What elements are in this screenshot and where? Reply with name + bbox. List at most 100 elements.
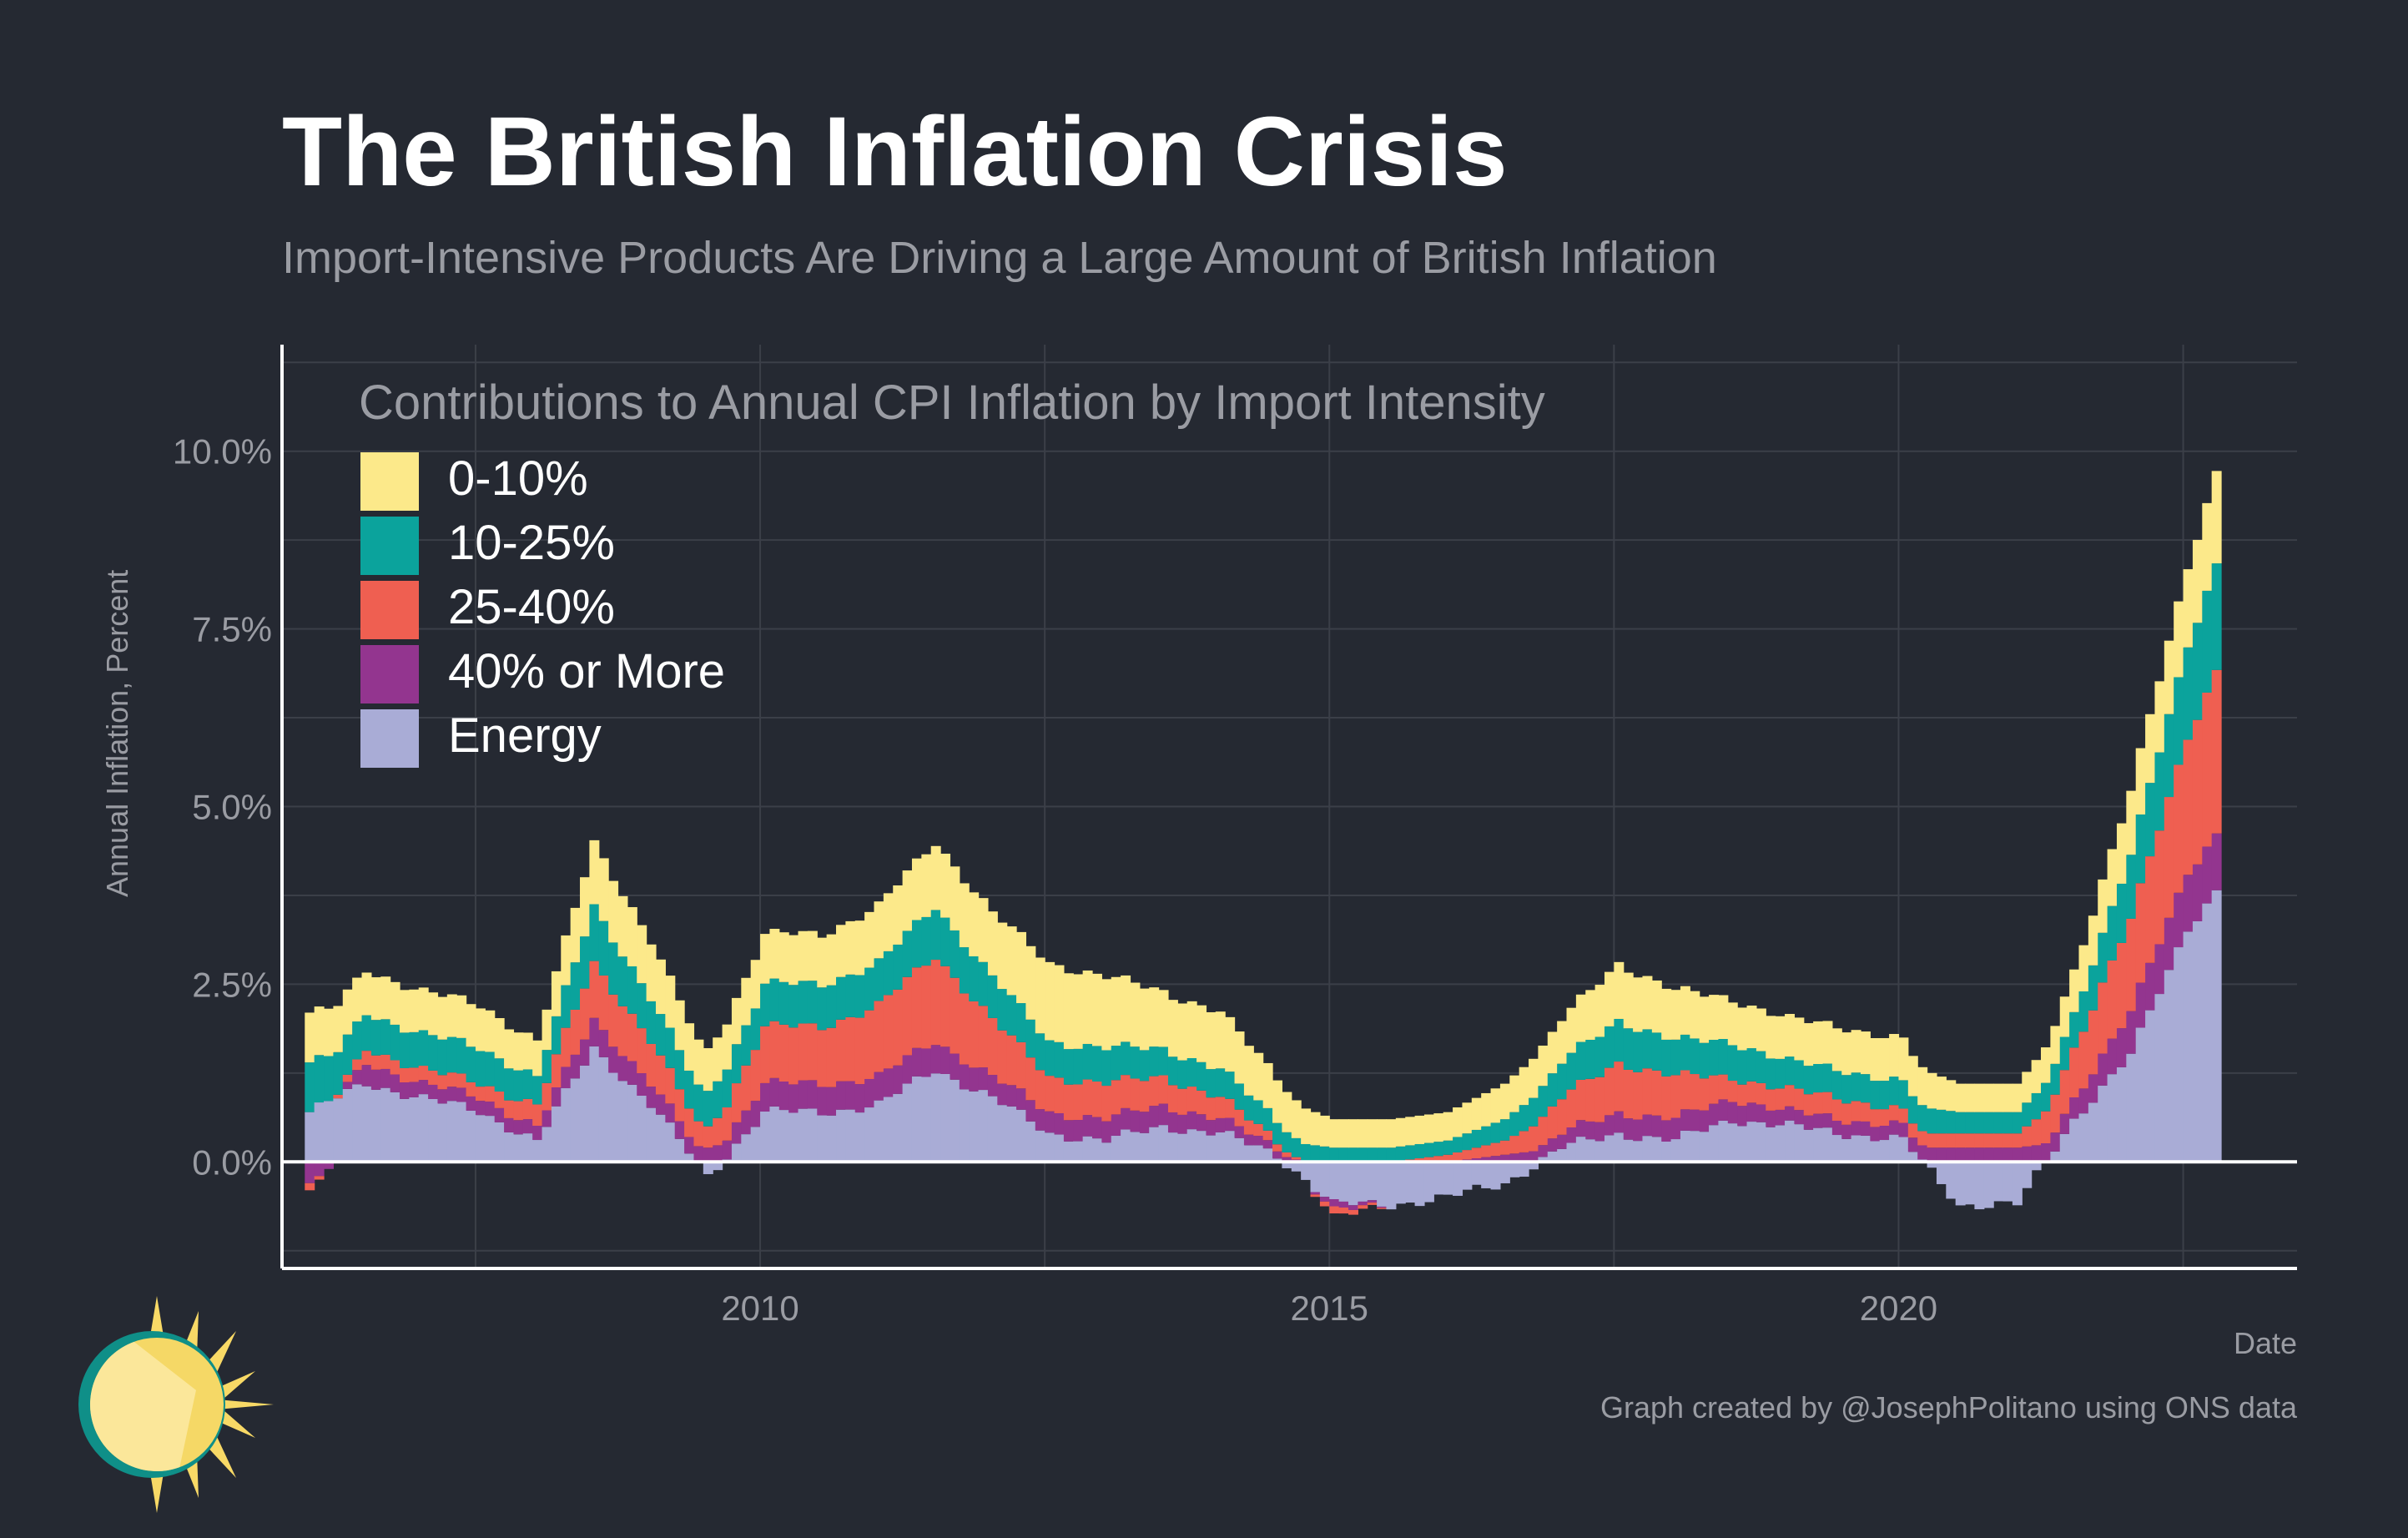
bar-segment-40-or-more — [826, 1087, 837, 1116]
bar-segment-10-25- — [845, 974, 856, 1017]
bar-segment-energy — [798, 1108, 809, 1162]
bar-segment-10-25- — [1101, 1050, 1112, 1087]
bar-segment-25-40- — [2002, 1133, 2013, 1148]
bar-segment-40-or-more — [1974, 1147, 1985, 1162]
bar-segment-energy — [1462, 1162, 1473, 1190]
bar-segment-energy — [2069, 1118, 2080, 1162]
bar-segment-energy — [826, 1115, 837, 1162]
bar-segment-25-40- — [2174, 764, 2184, 893]
bar-segment-energy — [978, 1090, 989, 1162]
bar-segment-25-40- — [1860, 1102, 1871, 1122]
bar-segment-40-or-more — [305, 1162, 315, 1183]
bar-segment-energy — [1870, 1141, 1881, 1162]
bar-segment-25-40- — [1121, 1075, 1131, 1108]
bar-segment-10-25- — [1423, 1142, 1434, 1157]
bar-segment-40-or-more — [399, 1082, 410, 1099]
bar-segment-25-40- — [532, 1104, 543, 1126]
bar-segment-10-25- — [418, 1030, 429, 1067]
bar-segment-25-40- — [1423, 1157, 1434, 1162]
bar-segment-0-10- — [2069, 969, 2080, 1012]
bar-segment-energy — [1443, 1162, 1453, 1195]
bar-segment-energy — [987, 1096, 998, 1162]
bar-segment-0-10- — [902, 870, 913, 931]
bar-segment-25-40- — [2022, 1126, 2033, 1147]
bar-segment-10-25- — [1813, 1064, 1824, 1093]
y-tick-label: 7.5% — [192, 610, 272, 649]
x-axis-label: Date — [2234, 1326, 2297, 1360]
bar-segment-10-25- — [1338, 1147, 1349, 1162]
bar-segment-10-25- — [2098, 932, 2108, 983]
bar-segment-10-25- — [1377, 1147, 1388, 1162]
bar-segment-25-40- — [1082, 1079, 1093, 1116]
bar-segment-energy — [940, 1073, 951, 1162]
bar-segment-0-10- — [703, 1048, 713, 1092]
bar-segment-energy — [1965, 1162, 1976, 1205]
legend-label: 0-10% — [448, 451, 588, 506]
bar-segment-25-40- — [1699, 1078, 1710, 1111]
bar-segment-0-10- — [1756, 1008, 1766, 1051]
bar-segment-0-10- — [2088, 915, 2098, 966]
bar-segment-40-or-more — [1073, 1120, 1084, 1142]
bar-segment-10-25- — [2002, 1112, 2013, 1134]
bar-segment-40-or-more — [2041, 1143, 2051, 1162]
bar-segment-0-10- — [456, 995, 467, 1038]
bar-segment-10-25- — [893, 944, 904, 990]
bar-segment-0-10- — [1566, 1007, 1577, 1053]
bar-segment-energy — [1822, 1127, 1833, 1162]
bar-segment-energy — [703, 1162, 713, 1174]
bar-segment-40-or-more — [1680, 1109, 1690, 1131]
bar-segment-25-40- — [2098, 982, 2108, 1054]
bar-segment-energy — [1746, 1122, 1757, 1162]
bar-segment-40-or-more — [2145, 962, 2156, 1011]
bar-segment-energy — [1111, 1135, 1121, 1162]
bar-segment-energy — [1253, 1145, 1264, 1162]
bar-segment-10-25- — [1633, 1031, 1644, 1072]
bar-segment-25-40- — [1453, 1152, 1463, 1161]
bar-segment-0-10- — [627, 907, 637, 966]
bar-segment-energy — [911, 1076, 922, 1162]
bar-segment-25-40- — [940, 966, 951, 1047]
bar-segment-0-10- — [940, 853, 951, 918]
bar-segment-10-25- — [1206, 1069, 1217, 1098]
bar-segment-energy — [1756, 1122, 1766, 1162]
bar-segment-0-10- — [1405, 1117, 1416, 1146]
bar-segment-energy — [1670, 1139, 1681, 1162]
bar-segment-10-25- — [1433, 1142, 1444, 1157]
bar-segment-25-40- — [1158, 1075, 1169, 1104]
bar-segment-10-25- — [1690, 1038, 1700, 1075]
bar-segment-10-25- — [2012, 1112, 2023, 1134]
bar-segment-0-10- — [2107, 849, 2118, 906]
bar-segment-40-or-more — [1766, 1110, 1776, 1127]
bar-segment-40-or-more — [807, 1080, 818, 1109]
bar-segment-10-25- — [370, 1020, 381, 1056]
bar-segment-10-25- — [2059, 1036, 2070, 1071]
bar-segment-10-25- — [2202, 590, 2213, 693]
legend: Contributions to Annual CPI Inflation by… — [359, 376, 1545, 768]
bar-segment-energy — [1045, 1132, 1055, 1162]
bar-segment-25-40- — [1329, 1206, 1340, 1214]
bar-segment-25-40- — [428, 1070, 439, 1085]
bar-segment-25-40- — [1775, 1088, 1786, 1110]
legend-swatch — [360, 709, 419, 768]
bar-segment-0-10- — [1851, 1030, 1861, 1073]
bar-segment-0-10- — [1633, 977, 1644, 1032]
bar-segment-0-10- — [750, 960, 761, 1009]
bar-segment-0-10- — [1282, 1092, 1292, 1132]
bar-segment-10-25- — [750, 1008, 761, 1051]
bar-segment-40-or-more — [1557, 1134, 1568, 1149]
bar-segment-10-25- — [940, 917, 951, 966]
bar-segment-40-or-more — [722, 1140, 733, 1160]
bar-segment-10-25- — [1490, 1122, 1501, 1143]
bar-segment-0-10- — [1727, 1002, 1738, 1046]
bar-segment-10-25- — [1851, 1072, 1861, 1102]
bar-segment-10-25- — [1879, 1081, 1890, 1110]
bar-segment-40-or-more — [1158, 1103, 1169, 1126]
bar-segment-40-or-more — [1879, 1126, 1890, 1141]
bar-segment-10-25- — [854, 975, 865, 1018]
bar-segment-energy — [1319, 1162, 1330, 1198]
bar-segment-0-10- — [1481, 1092, 1492, 1127]
bar-segment-0-10- — [1993, 1083, 2004, 1112]
bar-segment-0-10- — [1082, 970, 1093, 1044]
bar-segment-10-25- — [2126, 855, 2137, 919]
bar-segment-25-40- — [637, 1028, 647, 1074]
